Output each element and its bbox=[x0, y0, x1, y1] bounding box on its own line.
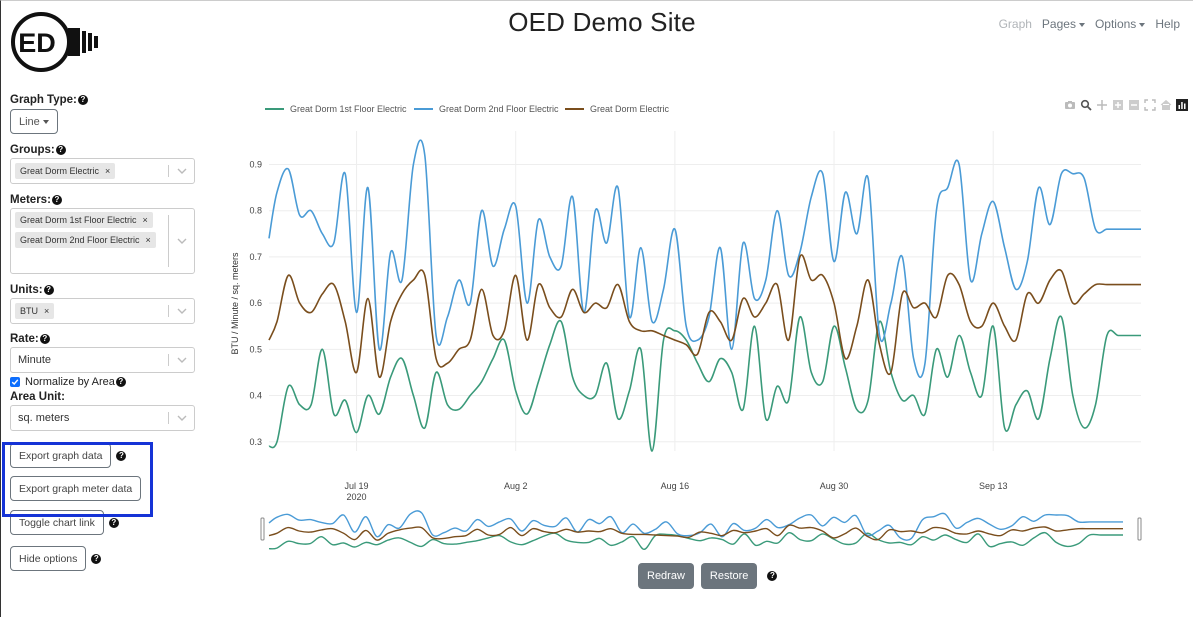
y-tick-label: 0.6 bbox=[249, 298, 262, 308]
help-icon[interactable]: ? bbox=[91, 553, 102, 564]
camera-icon[interactable] bbox=[1064, 98, 1076, 110]
unit-tag: BTU × bbox=[15, 303, 55, 319]
remove-tag-icon[interactable]: × bbox=[145, 235, 151, 245]
chevron-down-icon[interactable] bbox=[169, 299, 194, 323]
home-icon[interactable] bbox=[1160, 98, 1172, 110]
graph-type-label: Graph Type:? bbox=[10, 94, 195, 106]
caret-down-icon bbox=[42, 119, 49, 124]
area-unit-label: Area Unit: bbox=[10, 391, 65, 403]
zoom-icon[interactable] bbox=[1080, 98, 1092, 111]
highlight-box bbox=[2, 442, 153, 517]
legend-label: Great Dorm 2nd Floor Electric bbox=[439, 104, 559, 114]
y-tick-label: 0.9 bbox=[249, 159, 262, 169]
x-tick-year-label: 2020 bbox=[347, 492, 367, 502]
graph-type-dropdown[interactable]: Line bbox=[10, 109, 58, 134]
export-graph-meter-data-button[interactable]: Export graph meter data bbox=[10, 476, 142, 501]
meters-select[interactable]: Great Dorm 1st Floor Electric × Great Dor… bbox=[10, 208, 195, 274]
area-unit-select[interactable]: sq. meters bbox=[10, 405, 195, 431]
range-slider-handle-right bbox=[1137, 517, 1142, 541]
chevron-down-icon[interactable] bbox=[169, 159, 194, 183]
series-line-1 bbox=[268, 315, 1141, 452]
chart-controls: Redraw Restore ? bbox=[638, 563, 778, 589]
series-line-2 bbox=[268, 139, 1141, 379]
nav-help[interactable]: Help bbox=[1155, 17, 1180, 31]
page-title: OED Demo Site bbox=[508, 7, 696, 37]
range-slider-handle-left bbox=[260, 517, 265, 541]
nav-graph[interactable]: Graph bbox=[998, 17, 1032, 31]
range-slider-line-3 bbox=[268, 524, 1123, 541]
rate-select[interactable]: Minute bbox=[10, 347, 195, 373]
help-icon[interactable]: ? bbox=[55, 145, 66, 155]
oed-logo: ED bbox=[11, 12, 98, 72]
y-tick-label: 0.4 bbox=[249, 391, 262, 401]
chevron-down-icon[interactable] bbox=[169, 209, 194, 273]
plotly-logo-icon[interactable] bbox=[1176, 98, 1188, 111]
normalize-checkbox[interactable] bbox=[10, 377, 20, 387]
meter-tag: Great Dorm 2nd Floor Electric × bbox=[15, 232, 156, 248]
autoscale-icon[interactable] bbox=[1144, 98, 1156, 111]
help-icon[interactable]: ? bbox=[115, 377, 126, 387]
y-tick-label: 0.7 bbox=[249, 252, 262, 262]
help-icon[interactable]: ? bbox=[767, 571, 778, 581]
restore-button[interactable]: Restore bbox=[700, 563, 758, 589]
help-icon[interactable]: ? bbox=[43, 285, 54, 295]
remove-tag-icon[interactable]: × bbox=[142, 215, 148, 225]
nav-pages-dropdown[interactable]: Pages bbox=[1042, 17, 1085, 31]
options-sidebar: Graph Type:? Line Groups:? Great Dorm El… bbox=[10, 94, 195, 571]
redraw-button[interactable]: Redraw bbox=[638, 563, 694, 589]
help-icon[interactable]: ? bbox=[51, 195, 62, 205]
range-slider-line-1 bbox=[268, 531, 1123, 550]
meters-label: Meters:? bbox=[10, 194, 195, 206]
units-select[interactable]: BTU × bbox=[10, 298, 195, 324]
x-tick-label: Jul 19 bbox=[345, 481, 369, 491]
groups-select[interactable]: Great Dorm Electric × bbox=[10, 158, 195, 184]
help-icon[interactable]: ? bbox=[77, 95, 88, 105]
meter-tag: Great Dorm 1st Floor Electric × bbox=[15, 212, 153, 228]
help-icon[interactable]: ? bbox=[39, 334, 50, 344]
y-tick-label: 0.8 bbox=[249, 206, 262, 216]
series-line-3 bbox=[268, 254, 1141, 378]
caret-down-icon bbox=[1078, 22, 1085, 27]
caret-down-icon bbox=[1139, 22, 1146, 27]
chevron-down-icon[interactable] bbox=[169, 406, 194, 430]
zoom-in-icon[interactable] bbox=[1112, 98, 1124, 110]
remove-tag-icon[interactable]: × bbox=[105, 166, 111, 176]
y-tick-label: 0.5 bbox=[249, 344, 262, 354]
top-nav: Graph Pages Options Help bbox=[999, 17, 1180, 31]
rate-label: Rate:? bbox=[10, 333, 195, 345]
chevron-down-icon[interactable] bbox=[169, 348, 194, 372]
y-tick-label: 0.3 bbox=[249, 437, 262, 447]
units-label: Units:? bbox=[10, 284, 195, 296]
help-icon[interactable]: ? bbox=[108, 517, 119, 528]
group-tag: Great Dorm Electric × bbox=[15, 163, 116, 179]
legend-label: Great Dorm 1st Floor Electric bbox=[290, 104, 407, 114]
legend-label: Great Dorm Electric bbox=[590, 104, 670, 114]
pan-icon[interactable] bbox=[1096, 98, 1108, 110]
x-tick-label: Aug 16 bbox=[661, 481, 690, 491]
groups-label: Groups:? bbox=[10, 144, 195, 156]
x-tick-label: Sep 13 bbox=[979, 481, 1008, 491]
zoom-out-icon[interactable] bbox=[1128, 98, 1140, 110]
x-tick-label: Aug 30 bbox=[820, 481, 849, 491]
hide-options-button[interactable]: Hide options bbox=[10, 546, 87, 571]
chart-modebar bbox=[1064, 98, 1188, 111]
logo-text: ED bbox=[18, 28, 56, 58]
line-chart: 0.3 0.4 0.5 0.6 0.7 0.8 0.9 Jul 19 2020 Aug 2 Aug … bbox=[201, 91, 1193, 561]
nav-options-dropdown[interactable]: Options bbox=[1095, 17, 1146, 31]
export-graph-data-button[interactable]: Export graph data bbox=[10, 443, 112, 468]
y-axis-label: BTU / Minute / sq. meters bbox=[230, 252, 240, 355]
normalize-checkbox-row[interactable]: Normalize by Area? bbox=[10, 376, 195, 388]
help-icon[interactable]: ? bbox=[116, 450, 127, 461]
x-tick-label: Aug 2 bbox=[504, 481, 528, 491]
remove-tag-icon[interactable]: × bbox=[44, 306, 50, 316]
